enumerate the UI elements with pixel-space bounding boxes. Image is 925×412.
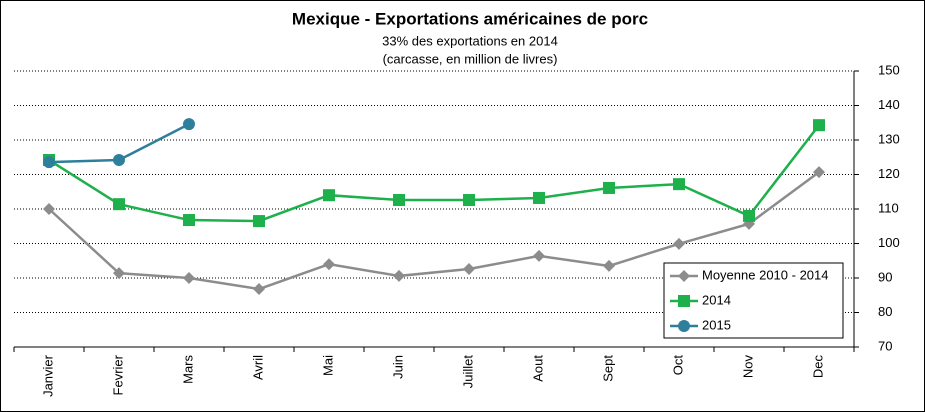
y-tick-label: 80: [878, 304, 892, 319]
marker: [323, 258, 335, 271]
marker: [533, 249, 545, 262]
marker: [673, 237, 685, 250]
marker: [183, 214, 195, 227]
x-tick-label: Dec: [810, 355, 825, 379]
marker: [393, 194, 405, 207]
marker: [463, 263, 475, 276]
marker: [393, 269, 405, 282]
x-tick-label: Nov: [740, 355, 755, 379]
legend-label: 2014: [702, 292, 731, 307]
x-tick-label: Fevrier: [110, 354, 125, 395]
x-tick-label: Mars: [180, 355, 195, 384]
marker: [463, 194, 475, 207]
chart-subtitle: 33% des exportations en 2014: [382, 33, 558, 48]
x-tick-label: Juillet: [460, 355, 475, 389]
x-tick-label: Aout: [530, 355, 545, 382]
y-tick-label: 130: [878, 131, 900, 146]
marker: [813, 119, 825, 132]
y-tick-label: 90: [878, 269, 892, 284]
y-tick-label: 140: [878, 97, 900, 112]
marker: [113, 154, 125, 167]
marker: [603, 259, 615, 272]
x-tick-label: Mai: [320, 355, 335, 376]
marker: [533, 191, 545, 204]
marker: [253, 215, 265, 228]
marker: [113, 267, 125, 280]
x-tick-label: Janvier: [40, 354, 55, 397]
marker: [183, 118, 195, 131]
marker: [253, 283, 265, 296]
series-line: [48, 171, 820, 291]
x-tick-label: Juin: [390, 355, 405, 379]
x-tick-label: Avril: [250, 355, 265, 380]
marker: [323, 189, 335, 202]
legend-label: 2015: [702, 317, 731, 332]
marker: [183, 272, 195, 284]
marker: [43, 203, 55, 215]
y-tick-label: 120: [878, 166, 900, 181]
marker: [678, 320, 690, 332]
marker: [113, 198, 125, 211]
legend-label: Moyenne 2010 - 2014: [702, 267, 828, 282]
marker: [813, 166, 825, 179]
series-line: [48, 124, 820, 223]
y-tick-label: 100: [878, 235, 900, 250]
chart-subtitle: (carcasse, en million de livres): [383, 51, 558, 66]
y-tick-label: 110: [878, 200, 899, 215]
marker: [43, 156, 55, 169]
x-tick-label: Sept: [600, 355, 615, 382]
marker: [603, 181, 615, 194]
marker: [678, 295, 690, 307]
chart-title: Mexique - Exportations américaines de po…: [292, 9, 648, 28]
y-tick-label: 70: [878, 338, 892, 353]
marker: [743, 209, 755, 222]
marker: [673, 178, 685, 191]
marker: [678, 270, 690, 282]
y-tick-label: 150: [878, 62, 900, 77]
x-tick-label: Oct: [670, 355, 685, 376]
legend: Moyenne 2010 - 2014 2014 2015: [663, 262, 844, 339]
